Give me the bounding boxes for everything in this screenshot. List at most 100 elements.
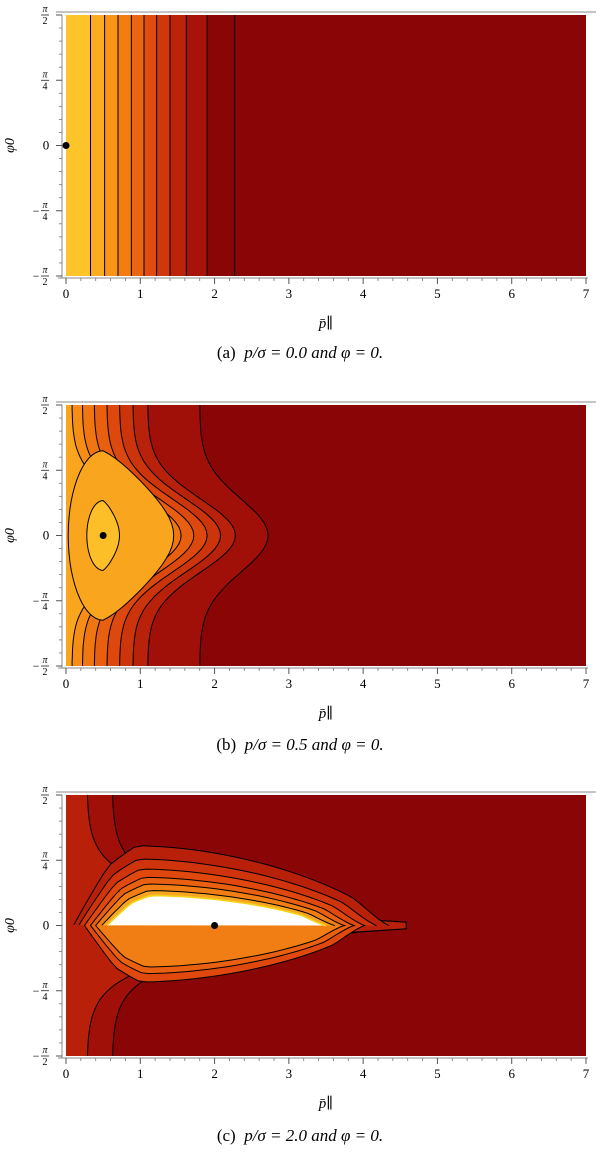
contour-line [93, 405, 182, 666]
y-tick-sign: − [33, 984, 40, 998]
y-tick-label-den: 4 [43, 471, 48, 482]
x-tick-label: 7 [583, 286, 590, 301]
panel-b: 0 1 2 3 4 5 6 7− π 2− π 4 0 π 4 π 2 p̄∥ φ0 (b) p/σ = 0.5 a… [0, 390, 600, 780]
y-tick-label-num: π [42, 200, 48, 211]
caption-b: (b) p/σ = 0.5 and φ = 0. [0, 735, 600, 755]
contour-band [207, 15, 235, 276]
peak-marker [62, 142, 70, 149]
contour-band [186, 15, 208, 276]
x-tick-label: 2 [211, 676, 218, 691]
y-tick-label-num: π [42, 784, 48, 795]
contour-core [106, 894, 326, 927]
x-tick-label: 7 [583, 1066, 590, 1081]
x-tick-label: 5 [434, 1066, 441, 1081]
y-tick-sign: − [33, 659, 40, 673]
contour-field [66, 795, 586, 1056]
x-tick-label: 7 [583, 676, 590, 691]
y-tick-label-num: π [42, 69, 48, 80]
x-tick-label: 4 [360, 676, 367, 691]
x-tick-label: 0 [63, 676, 70, 691]
y-tick-label: 0 [43, 138, 50, 153]
y-tick-label-den: 4 [43, 212, 48, 223]
x-tick-label: 0 [63, 286, 70, 301]
contour-band [234, 15, 586, 276]
x-tick-label: 6 [508, 286, 515, 301]
y-tick-label-den: 4 [43, 602, 48, 613]
x-tick-label: 1 [137, 1066, 144, 1081]
contour-band [170, 15, 187, 276]
x-tick-label: 6 [508, 1066, 515, 1081]
caption-c-expr: p/σ = 2.0 and φ = 0. [244, 1126, 384, 1145]
contour-band [66, 15, 91, 276]
x-tick-label: 3 [286, 286, 293, 301]
y-tick-sign: − [33, 269, 40, 283]
x-tick-label: 5 [434, 286, 441, 301]
peak-marker [99, 532, 107, 539]
x-axis-label: p̄∥ [318, 315, 333, 332]
y-tick-label: 0 [43, 918, 50, 933]
contour-line [132, 405, 222, 666]
y-tick-label-num: π [42, 1045, 48, 1056]
y-tick-label-den: 4 [43, 992, 48, 1003]
x-tick-label: 3 [286, 676, 293, 691]
x-tick-label: 1 [137, 676, 144, 691]
y-tick-label-den: 2 [43, 667, 48, 678]
contour-line [199, 405, 269, 666]
y-tick-label: 0 [43, 528, 50, 543]
x-tick-label: 4 [360, 286, 367, 301]
y-tick-label-num: π [42, 980, 48, 991]
y-tick-label-den: 2 [43, 406, 48, 417]
x-tick-label: 6 [508, 676, 515, 691]
y-tick-label-num: π [42, 394, 48, 405]
y-tick-sign: − [33, 594, 40, 608]
y-tick-label-den: 4 [43, 81, 48, 92]
contour-line [147, 405, 236, 666]
x-tick-label: 2 [211, 1066, 218, 1081]
y-tick-sign: − [33, 1049, 40, 1063]
y-tick-sign: − [33, 204, 40, 218]
contour-line [106, 405, 195, 666]
y-tick-label-den: 2 [43, 796, 48, 807]
x-tick-label: 2 [211, 286, 218, 301]
x-tick-label: 4 [360, 1066, 367, 1081]
caption-b-label: (b) [216, 735, 237, 754]
y-tick-label-num: π [42, 265, 48, 276]
caption-b-expr: p/σ = 0.5 and φ = 0. [244, 735, 384, 754]
panel-a: 0 1 2 3 4 5 6 7− π 2− π 4 0 π 4 π 2 p̄∥ φ0 (a) p/σ = 0.0 a… [0, 0, 600, 390]
contour-band [90, 15, 105, 276]
y-tick-label-num: π [42, 849, 48, 860]
caption-c-label: (c) [216, 1126, 236, 1145]
caption-a: (a) p/σ = 0.0 and φ = 0. [0, 343, 600, 363]
contour-line [119, 405, 208, 666]
y-axis-label: φ0 [3, 528, 18, 543]
caption-a-label: (a) [216, 343, 236, 362]
caption-c: (c) p/σ = 2.0 and φ = 0. [0, 1126, 600, 1146]
y-tick-label-den: 2 [43, 277, 48, 288]
caption-a-expr: p/σ = 0.0 and φ = 0. [244, 343, 384, 362]
contour-band [118, 15, 132, 276]
y-tick-label-num: π [42, 4, 48, 15]
x-tick-label: 5 [434, 676, 441, 691]
x-tick-label: 1 [137, 286, 144, 301]
x-axis-label: p̄∥ [318, 1095, 333, 1112]
contour-band [131, 15, 144, 276]
y-tick-label-den: 2 [43, 1057, 48, 1068]
panel-c: 0 1 2 3 4 5 6 7− π 2− π 4 0 π 4 π 2 p̄∥ φ0 (c) p/σ = 2.0 a… [0, 780, 600, 1170]
y-tick-label-num: π [42, 459, 48, 470]
contour-field [66, 405, 586, 666]
y-tick-label-den: 4 [43, 861, 48, 872]
contour-field [66, 15, 586, 276]
y-axis-label: φ0 [3, 138, 18, 153]
contour-band [144, 15, 157, 276]
y-tick-label-den: 2 [43, 16, 48, 27]
contour-line [86, 795, 407, 1056]
peak-marker [211, 922, 219, 929]
y-tick-label-num: π [42, 655, 48, 666]
x-tick-label: 0 [63, 1066, 70, 1081]
x-axis-label: p̄∥ [318, 705, 333, 722]
contour-loop [67, 450, 175, 621]
y-tick-label-num: π [42, 590, 48, 601]
